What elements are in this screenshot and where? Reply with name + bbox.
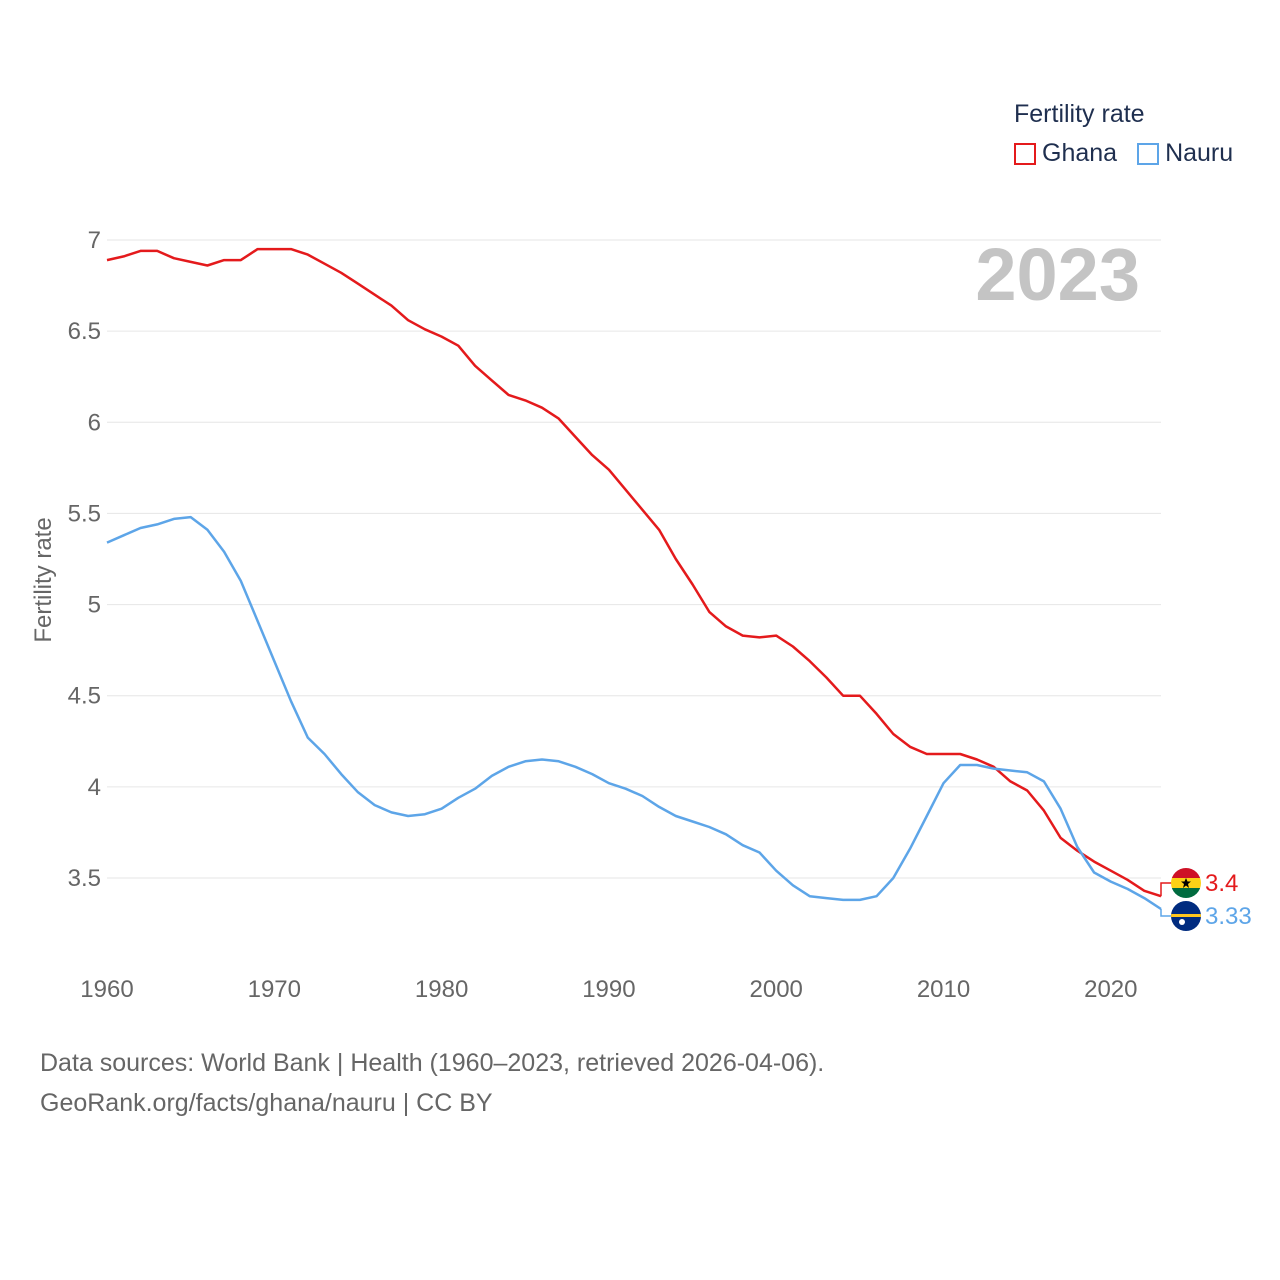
end-value-label-nauru: 3.33 (1205, 903, 1252, 930)
legend-label-nauru: Nauru (1165, 139, 1234, 167)
end-markers: 3.4 3.33 (1160, 868, 1252, 931)
gridlines (107, 239, 1161, 879)
y-tick-label: 6.5 (68, 318, 101, 345)
x-tick-label: 1960 (80, 976, 133, 1003)
footer: Data sources: World Bank | Health (1960–… (40, 1043, 824, 1123)
x-tick-label: 1990 (582, 976, 635, 1003)
year-label: 2023 (975, 233, 1140, 316)
x-tick-label: 1980 (415, 976, 468, 1003)
leader-line-nauru (1160, 908, 1173, 917)
x-tick-label: 2020 (1084, 976, 1137, 1003)
y-axis-label: Fertility rate (30, 517, 57, 642)
y-tick-label: 4.5 (68, 683, 101, 710)
x-tick-label: 2000 (750, 976, 803, 1003)
end-value-label-ghana: 3.4 (1205, 870, 1238, 897)
series-line-ghana (106, 247, 1162, 898)
nauru-flag-icon (1171, 901, 1201, 931)
x-tick-label: 2010 (917, 976, 970, 1003)
y-tick-label: 7 (88, 227, 101, 254)
attribution-link[interactable]: GeoRank.org/facts/ghana/nauru | CC BY (40, 1089, 493, 1117)
legend-label-ghana: Ghana (1042, 139, 1118, 167)
y-tick-label: 4 (88, 774, 101, 801)
x-tick-label: 1970 (248, 976, 301, 1003)
series-lines (106, 247, 1162, 911)
leader-line-ghana (1160, 882, 1173, 897)
y-axis-ticks: 3.5 4 4.5 5 5.5 6 6.5 7 (68, 227, 101, 892)
legend-item-ghana[interactable]: Ghana (1014, 139, 1117, 168)
series-line-nauru (106, 515, 1162, 911)
legend-swatch-nauru (1137, 142, 1160, 165)
y-tick-label: 5 (88, 592, 101, 619)
y-tick-label: 3.5 (68, 865, 101, 892)
x-axis-ticks: 1960 1970 1980 1990 2000 2010 2020 (80, 976, 1137, 1003)
y-tick-label: 5.5 (68, 500, 101, 527)
data-source-text: Data sources: World Bank | Health (1960–… (40, 1049, 825, 1077)
legend-title: Fertility rate (1014, 100, 1145, 128)
legend: Fertility rate Ghana Nauru (1014, 100, 1233, 168)
ghana-flag-icon (1171, 868, 1201, 898)
legend-item-nauru[interactable]: Nauru (1137, 139, 1233, 168)
legend-swatch-ghana (1014, 142, 1036, 165)
y-tick-label: 6 (88, 409, 101, 436)
